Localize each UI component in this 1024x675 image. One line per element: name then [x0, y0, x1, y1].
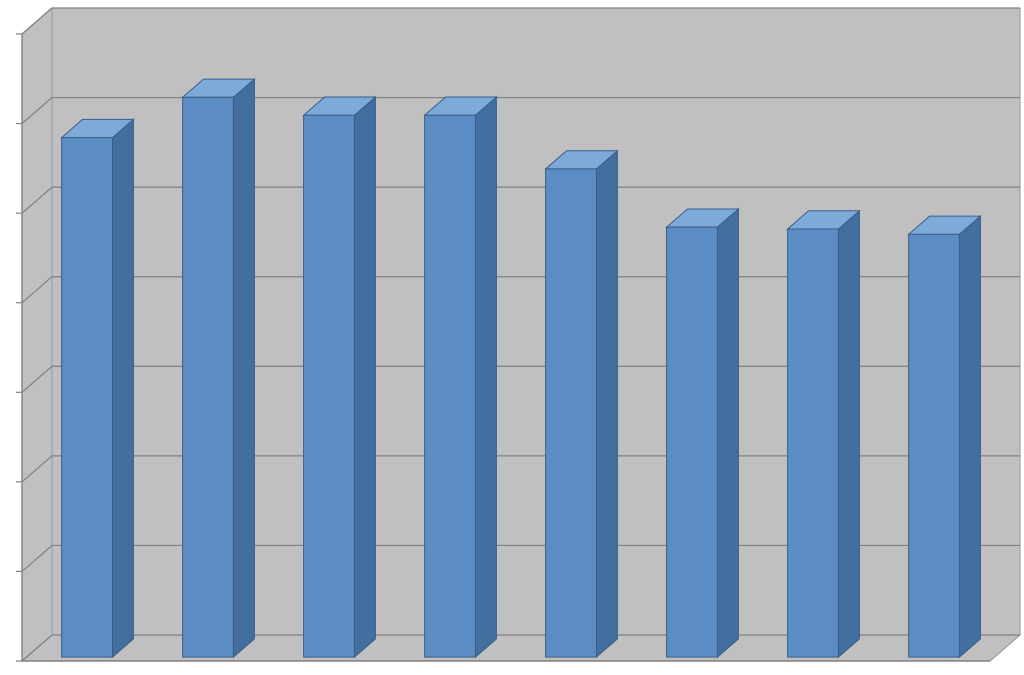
bar [667, 209, 739, 657]
bar [304, 97, 376, 657]
bar-chart [0, 0, 1024, 675]
bar [183, 79, 255, 657]
bar [546, 151, 618, 657]
bar [788, 211, 860, 657]
bar [62, 119, 134, 657]
chart-canvas [0, 0, 1024, 675]
bar [909, 216, 981, 657]
bar [425, 97, 497, 657]
